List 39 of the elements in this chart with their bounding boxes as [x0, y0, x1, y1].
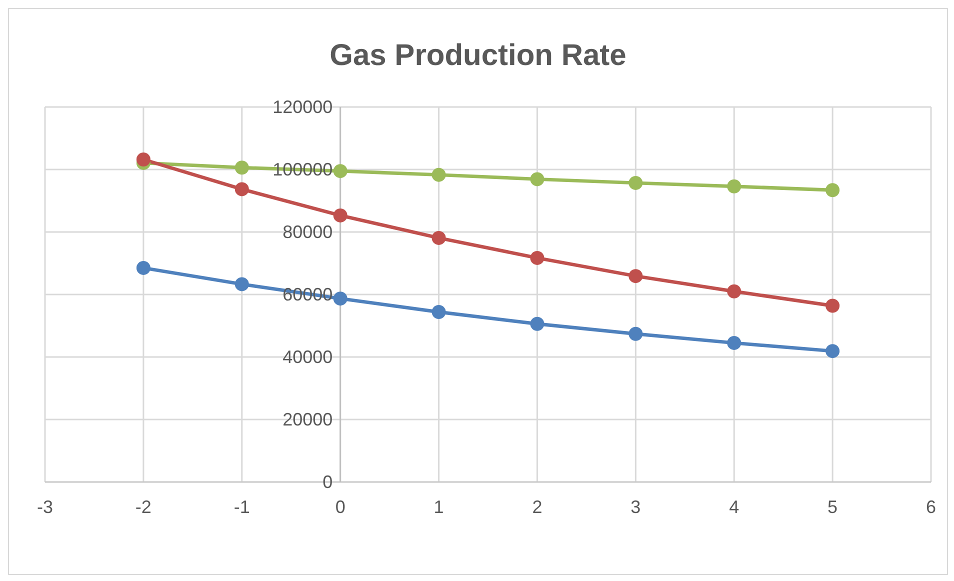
point — [530, 172, 544, 186]
y-tick-label: 80000 — [282, 222, 333, 242]
y-tick-label: 40000 — [282, 347, 333, 367]
point — [432, 168, 446, 182]
y-tick-label: 0 — [322, 472, 333, 492]
point — [530, 316, 544, 331]
x-tick-label: 5 — [828, 496, 838, 517]
point — [234, 182, 249, 196]
x-tick-label: -1 — [234, 496, 250, 517]
point — [333, 164, 348, 178]
point — [432, 230, 446, 245]
point — [628, 326, 643, 341]
x-tick-label: 6 — [926, 496, 936, 517]
point — [530, 250, 544, 265]
x-tick-label: 4 — [729, 496, 740, 517]
x-tick-label: 0 — [335, 496, 346, 517]
x-tick-label: 1 — [434, 496, 444, 517]
x-tick-label: 3 — [630, 496, 641, 517]
point — [727, 284, 742, 298]
point — [628, 176, 643, 190]
point — [727, 336, 742, 350]
point — [628, 269, 643, 284]
point — [234, 277, 249, 292]
point — [432, 305, 446, 319]
point — [333, 208, 348, 222]
chart-title: Gas Production Rate — [328, 39, 628, 73]
y-tick-label: 120000 — [272, 97, 333, 117]
x-tick-label: -3 — [36, 496, 54, 517]
point — [234, 160, 249, 175]
point — [333, 292, 348, 306]
point — [136, 260, 150, 275]
point — [727, 179, 742, 194]
x-tick-label: -2 — [135, 496, 152, 517]
y-tick-label: 20000 — [282, 410, 333, 430]
point — [826, 183, 840, 198]
point — [826, 344, 840, 358]
point — [826, 298, 840, 313]
x-tick-label: 2 — [532, 496, 542, 517]
point — [136, 152, 150, 166]
